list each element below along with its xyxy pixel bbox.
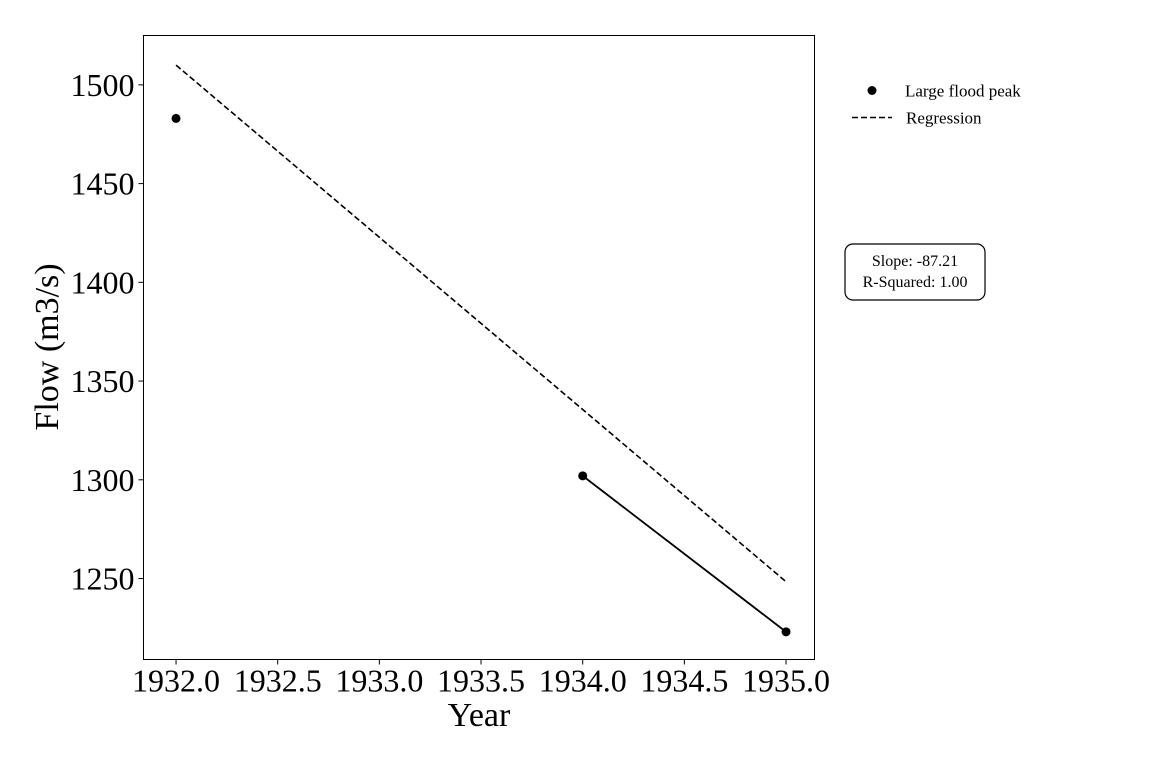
stats-r-squared-text: R-Squared: 1.00 [863, 274, 968, 291]
y-tick-label: 1450 [71, 166, 135, 202]
x-tick-label: 1933.0 [335, 663, 423, 699]
flood-peak-point [781, 627, 791, 637]
y-tick-label: 1400 [71, 264, 135, 300]
regression-line [175, 64, 787, 583]
legend: Large flood peak Regression [852, 82, 1021, 128]
x-tick-label: 1933.5 [437, 663, 525, 699]
plot-frame [143, 35, 815, 660]
legend-marker-large-flood-peak [867, 86, 877, 95]
y-tick-label: 1350 [71, 363, 135, 399]
y-tick-label: 1300 [71, 462, 135, 498]
y-tick-label: 1500 [71, 67, 135, 103]
x-tick-label: 1932.5 [234, 663, 322, 699]
y-tick-label: 1250 [71, 561, 135, 597]
x-tick-label: 1934.0 [539, 663, 627, 699]
y-axis-ticks: 1250 1300 1350 1400 1450 1500 [71, 67, 144, 597]
plot-area: 1932.0 1932.5 1933.0 1933.5 1934.0 1934.5 1935… [71, 35, 830, 699]
x-tick-label: 1935.0 [742, 663, 830, 699]
x-axis-label: Year [448, 697, 511, 734]
series-layer [171, 64, 791, 637]
stats-slope-text: Slope: -87.21 [872, 253, 958, 270]
flood-peak-point [578, 471, 588, 481]
x-tick-label: 1934.5 [640, 663, 728, 699]
y-axis-label: Flow (m3/s) [29, 263, 66, 430]
legend-label-regression: Regression [906, 109, 982, 128]
x-axis-ticks: 1932.0 1932.5 1933.0 1933.5 1934.0 1934.5 1935… [132, 659, 830, 699]
legend-label-large-flood-peak: Large flood peak [905, 82, 1021, 101]
flood-peak-connector-line [582, 475, 787, 633]
x-tick-label: 1932.0 [132, 663, 220, 699]
stats-annotation: Slope: -87.21 R-Squared: 1.00 [844, 243, 986, 301]
stats-annotation-box [844, 243, 986, 301]
flood-peak-point [171, 113, 181, 123]
